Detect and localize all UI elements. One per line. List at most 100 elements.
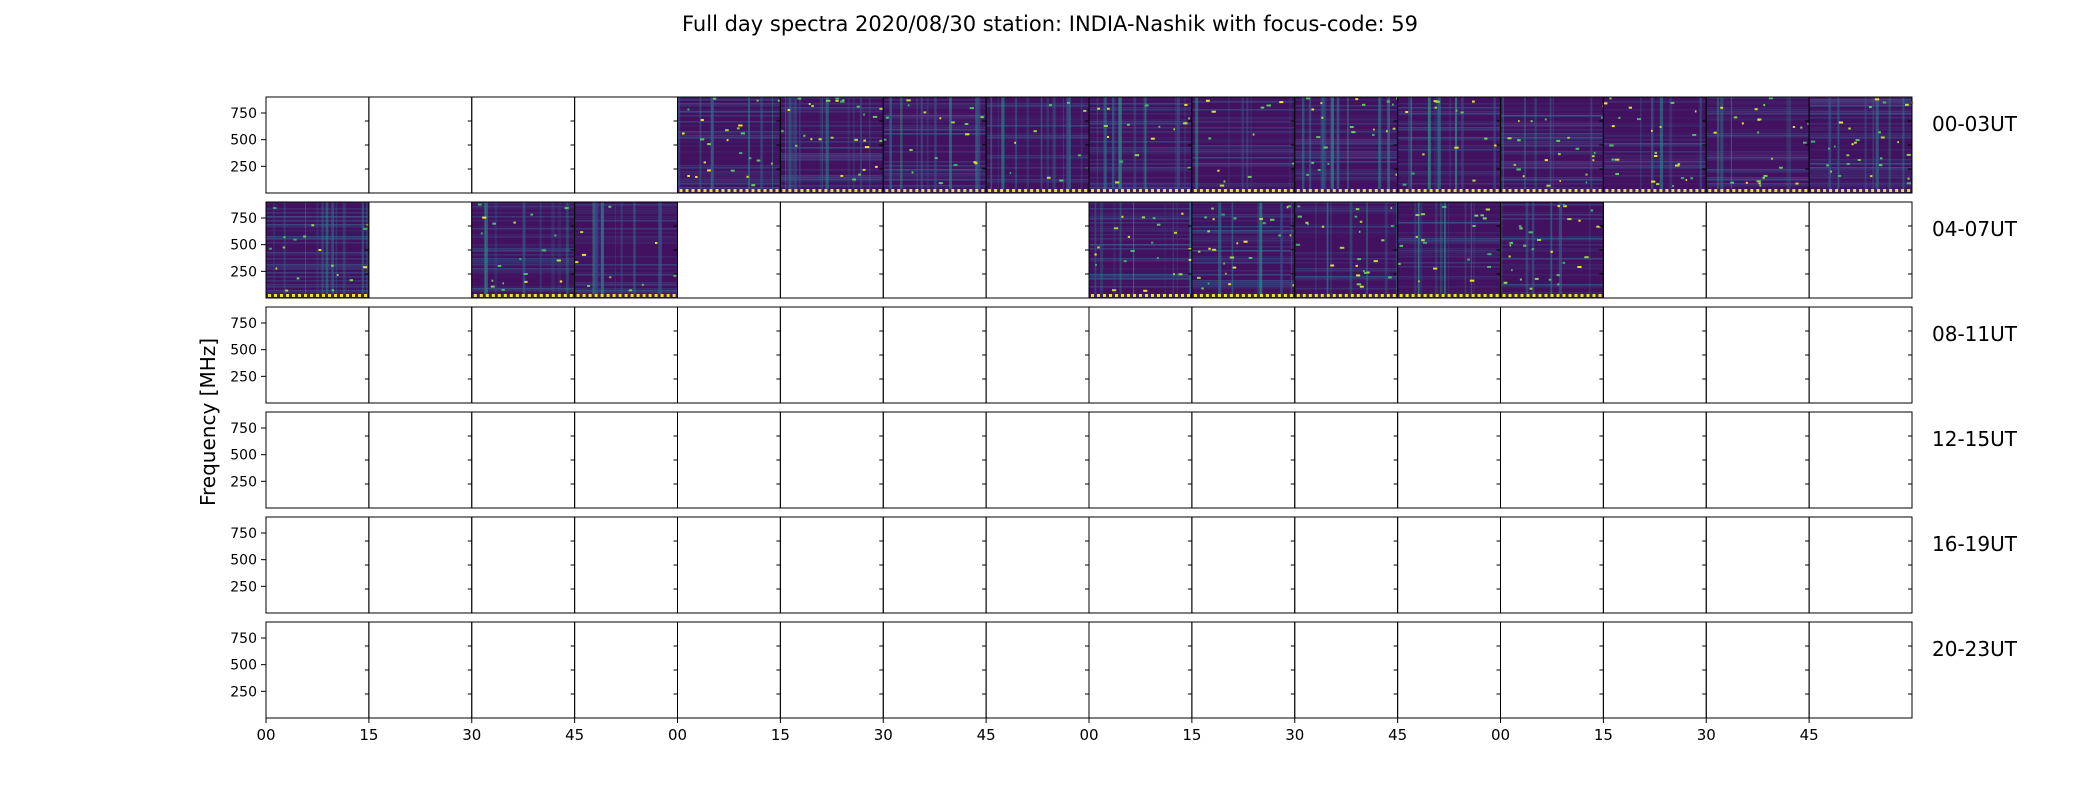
spectrum-panel-empty bbox=[677, 516, 781, 614]
spectrum-panel-data bbox=[882, 96, 987, 194]
panel-frame bbox=[1191, 411, 1296, 509]
panel-frame bbox=[1500, 621, 1604, 719]
row-time-label: 04-07UT bbox=[1932, 217, 2018, 241]
spectrum-panel-empty bbox=[1088, 621, 1193, 719]
spectrum-panel-data bbox=[677, 96, 783, 194]
spectrum-panel-empty bbox=[471, 516, 576, 614]
spectrum-panel-data bbox=[471, 201, 576, 299]
panel-frame bbox=[1808, 96, 1913, 194]
spectrum-panel-empty bbox=[985, 621, 1090, 719]
panel-frame bbox=[1500, 306, 1604, 404]
spectrum-panel-data bbox=[1294, 96, 1400, 194]
x-tick-label: 30 bbox=[1697, 726, 1716, 744]
spectrum-panel-empty bbox=[1191, 306, 1296, 404]
y-tick-label: 250 bbox=[230, 369, 257, 385]
spectrum-panel-data bbox=[1088, 96, 1193, 194]
panel-frame bbox=[882, 411, 987, 509]
spectrum-panel-empty bbox=[1705, 621, 1810, 719]
spectrum-panel-data bbox=[985, 96, 1093, 194]
y-tick-label: 250 bbox=[230, 579, 257, 595]
panel-frame bbox=[882, 516, 987, 614]
x-tick-label: 15 bbox=[1594, 726, 1613, 744]
spectrum-panel-empty bbox=[368, 201, 473, 299]
spectrum-panel-empty bbox=[882, 621, 987, 719]
panel-frame bbox=[1397, 516, 1501, 614]
panel-frame bbox=[1808, 411, 1913, 509]
panel-frame bbox=[1294, 516, 1399, 614]
panel-grid: 750 500 250 00-03UT 750 500 250 04-07UT 750 500 25… bbox=[230, 96, 2018, 719]
spectrum-panel-empty bbox=[265, 411, 370, 509]
y-tick-label: 500 bbox=[230, 133, 257, 149]
x-tick-label: 15 bbox=[359, 726, 378, 744]
panel-frame bbox=[779, 201, 884, 299]
y-tick-label: 250 bbox=[230, 474, 257, 490]
spectrum-panel-empty bbox=[985, 516, 1090, 614]
spectrum-panel-empty bbox=[1191, 621, 1296, 719]
spectrum-panel-empty bbox=[779, 621, 884, 719]
panel-frame bbox=[471, 621, 576, 719]
spectrum-panel-empty bbox=[368, 621, 473, 719]
spectrum-panel-empty bbox=[1705, 516, 1810, 614]
spectrum-panel-empty bbox=[677, 621, 781, 719]
spectrum-image bbox=[574, 202, 678, 298]
spectrum-panel-empty bbox=[1294, 411, 1399, 509]
spectrum-panel-empty bbox=[1500, 621, 1604, 719]
spectrum-panel-empty bbox=[1602, 516, 1707, 614]
spectrum-panel-empty bbox=[471, 411, 576, 509]
spectrum-panel-empty bbox=[368, 96, 473, 194]
panel-frame bbox=[471, 516, 576, 614]
x-axis: 00 15 30 45 00 15 30 45 00 15 30 45 00 15 30 45 bbox=[256, 718, 1819, 744]
panel-frame bbox=[368, 306, 473, 404]
spectrum-panel-empty bbox=[265, 306, 370, 404]
spectrum-image bbox=[1397, 202, 1504, 298]
y-tick-label: 750 bbox=[230, 316, 257, 332]
spectra-row: 750 500 250 20-23UT bbox=[230, 621, 2018, 719]
spectrum-panel-empty bbox=[882, 516, 987, 614]
spectrum-panel-data bbox=[1397, 96, 1501, 194]
spectrum-panel-empty bbox=[368, 516, 473, 614]
panel-frame bbox=[1500, 516, 1604, 614]
panel-frame bbox=[368, 411, 473, 509]
spectrum-panel-empty bbox=[1088, 306, 1193, 404]
x-tick-label: 15 bbox=[1182, 726, 1201, 744]
spectrum-image bbox=[1706, 97, 1812, 193]
spectrum-panel-empty bbox=[1602, 201, 1707, 299]
spectrum-panel-empty bbox=[779, 201, 884, 299]
spectrum-panel-empty bbox=[368, 411, 473, 509]
spectrum-panel-empty bbox=[985, 201, 1090, 299]
panel-frame bbox=[1808, 306, 1913, 404]
spectra-row: 750 500 250 08-11UT bbox=[230, 306, 2018, 404]
spectrum-panel-empty bbox=[1191, 411, 1296, 509]
spectrum-image bbox=[1603, 97, 1707, 193]
y-tick-label: 750 bbox=[230, 211, 257, 227]
y-tick-label: 750 bbox=[230, 526, 257, 542]
panel-frame bbox=[1500, 411, 1604, 509]
panel-frame bbox=[1808, 621, 1913, 719]
panel-frame bbox=[779, 621, 884, 719]
spectrum-panel-data bbox=[1191, 201, 1296, 299]
spectrum-panel-empty bbox=[1397, 306, 1501, 404]
spectrum-panel-empty bbox=[1705, 306, 1810, 404]
panel-frame bbox=[882, 201, 987, 299]
panel-frame bbox=[985, 306, 1090, 404]
row-time-label: 16-19UT bbox=[1932, 532, 2018, 556]
panel-frame bbox=[985, 201, 1090, 299]
panel-frame bbox=[368, 96, 473, 194]
y-tick-label: 750 bbox=[230, 421, 257, 437]
spectrum-panel-data bbox=[1500, 201, 1604, 299]
x-tick-label: 00 bbox=[668, 726, 687, 744]
spectrum-image bbox=[883, 97, 987, 193]
spectrum-panel-empty bbox=[1705, 411, 1810, 509]
y-tick-label: 500 bbox=[230, 448, 257, 464]
panel-frame bbox=[574, 306, 678, 404]
panel-frame bbox=[1294, 411, 1399, 509]
spectrum-panel-empty bbox=[574, 96, 678, 194]
panel-frame bbox=[882, 621, 987, 719]
spectrum-panel-empty bbox=[265, 516, 370, 614]
spectrum-panel-data bbox=[1294, 201, 1400, 299]
y-tick-label: 500 bbox=[230, 553, 257, 569]
panel-frame bbox=[574, 411, 678, 509]
x-tick-label: 00 bbox=[256, 726, 275, 744]
x-tick-label: 45 bbox=[1388, 726, 1407, 744]
spectrum-panel-empty bbox=[677, 411, 781, 509]
